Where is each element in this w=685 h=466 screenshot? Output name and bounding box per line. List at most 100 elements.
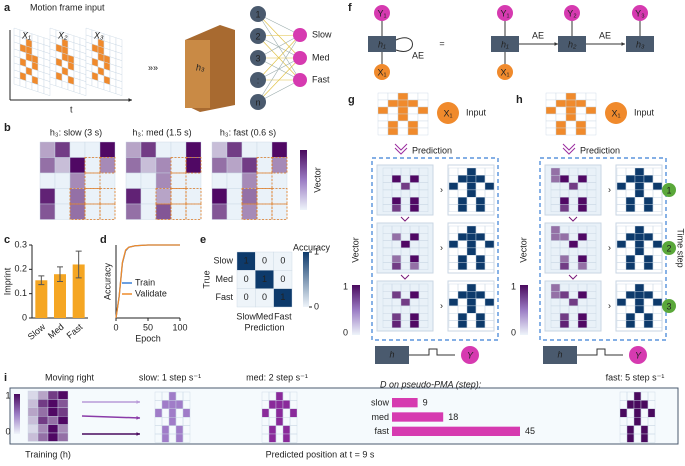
pixel xyxy=(643,196,654,205)
pixel xyxy=(261,408,270,418)
frame-label: X₃ xyxy=(93,30,104,40)
heat-cell xyxy=(39,157,56,174)
input-cell xyxy=(555,113,567,122)
heat-cell xyxy=(559,196,570,205)
colorbar-label: Accuracy xyxy=(293,242,331,252)
input xyxy=(497,64,513,80)
heat-cell xyxy=(409,262,420,271)
input-cell xyxy=(575,127,587,136)
x-axis-label: Epoch xyxy=(135,333,161,343)
y-tick-label: 0.2 xyxy=(14,264,27,274)
input-cell xyxy=(397,106,409,115)
cell-label: 0 xyxy=(280,274,285,284)
colorbar xyxy=(520,285,528,335)
output-label: Y₂ xyxy=(567,8,577,18)
node xyxy=(250,6,266,22)
heat-cell xyxy=(47,432,59,442)
heat-cell xyxy=(577,254,588,263)
pixel xyxy=(652,182,663,191)
hidden-unit xyxy=(558,36,586,52)
category-label: med xyxy=(371,412,389,422)
bar xyxy=(392,398,418,408)
pixel xyxy=(484,298,495,307)
heat-cell xyxy=(39,203,56,220)
readout-label: Y xyxy=(635,350,642,360)
arrow-head xyxy=(554,42,558,46)
input-cell xyxy=(387,120,399,129)
pixel xyxy=(484,182,495,191)
category-label: fast xyxy=(374,426,389,436)
frame-i xyxy=(9,387,679,445)
hidden-unit xyxy=(368,36,396,52)
line xyxy=(115,244,180,319)
heat-cell xyxy=(99,141,116,158)
error-bar xyxy=(38,275,45,286)
node xyxy=(250,28,266,44)
pixel xyxy=(466,182,477,191)
input-cell xyxy=(545,106,557,115)
heat-cell xyxy=(69,172,86,189)
pixel xyxy=(475,262,486,271)
pixel xyxy=(282,433,291,443)
pixel xyxy=(625,254,636,263)
input-cell xyxy=(397,120,409,129)
prediction-label: Prediction xyxy=(412,145,452,155)
heat-cell xyxy=(155,157,172,174)
frame-cell xyxy=(115,86,123,96)
prediction-label: Prediction xyxy=(580,145,620,155)
heat-cell xyxy=(391,204,402,213)
connection xyxy=(257,34,301,103)
heat-cell xyxy=(170,188,187,205)
frame xyxy=(13,27,51,96)
colorbar-label: Vector xyxy=(312,167,322,193)
heat-cell xyxy=(256,188,273,205)
heat-cell xyxy=(155,172,172,189)
chevron xyxy=(400,216,410,222)
readout-label: h xyxy=(557,349,562,359)
heat-cell xyxy=(54,141,71,158)
heat-cell xyxy=(409,233,420,241)
heat-cell xyxy=(211,203,228,220)
pixel xyxy=(625,262,636,271)
pixel xyxy=(625,196,636,205)
pixel xyxy=(484,262,495,271)
pixel xyxy=(625,175,636,183)
arrow-head xyxy=(136,415,140,420)
colorbar-tick: 1 xyxy=(511,281,516,291)
panel-label: h xyxy=(516,94,523,106)
input-cell xyxy=(585,127,597,136)
pixel xyxy=(275,391,284,401)
pixel xyxy=(652,262,663,271)
arrow-mark: › xyxy=(440,242,443,252)
heat-cell xyxy=(559,313,570,321)
node xyxy=(250,94,266,110)
pixel xyxy=(484,240,495,249)
pixel xyxy=(634,283,645,292)
pixel xyxy=(268,433,277,443)
heat-cell xyxy=(577,233,588,241)
pixel xyxy=(448,298,459,307)
chevron xyxy=(562,143,576,155)
heat-cell xyxy=(577,313,588,321)
input-cell xyxy=(377,127,389,136)
heat-cell xyxy=(226,141,243,158)
input-cell xyxy=(585,92,597,101)
pixel xyxy=(643,175,654,183)
heat-cell xyxy=(27,399,39,408)
arrow-head xyxy=(128,98,132,102)
y-tick-label: 0.1 xyxy=(14,288,27,298)
panel-label: g xyxy=(348,94,355,106)
frame xyxy=(85,27,123,96)
output xyxy=(374,5,390,21)
pixel xyxy=(643,320,654,329)
step-label: 3 xyxy=(666,301,671,311)
pixel xyxy=(466,233,477,241)
pixel xyxy=(175,433,184,443)
input-cell xyxy=(575,106,587,115)
pixel xyxy=(634,225,645,234)
pixel xyxy=(634,175,645,183)
heat-cell xyxy=(577,196,588,205)
pixel xyxy=(626,433,635,443)
input-cell xyxy=(575,92,587,101)
pixel xyxy=(275,417,284,426)
